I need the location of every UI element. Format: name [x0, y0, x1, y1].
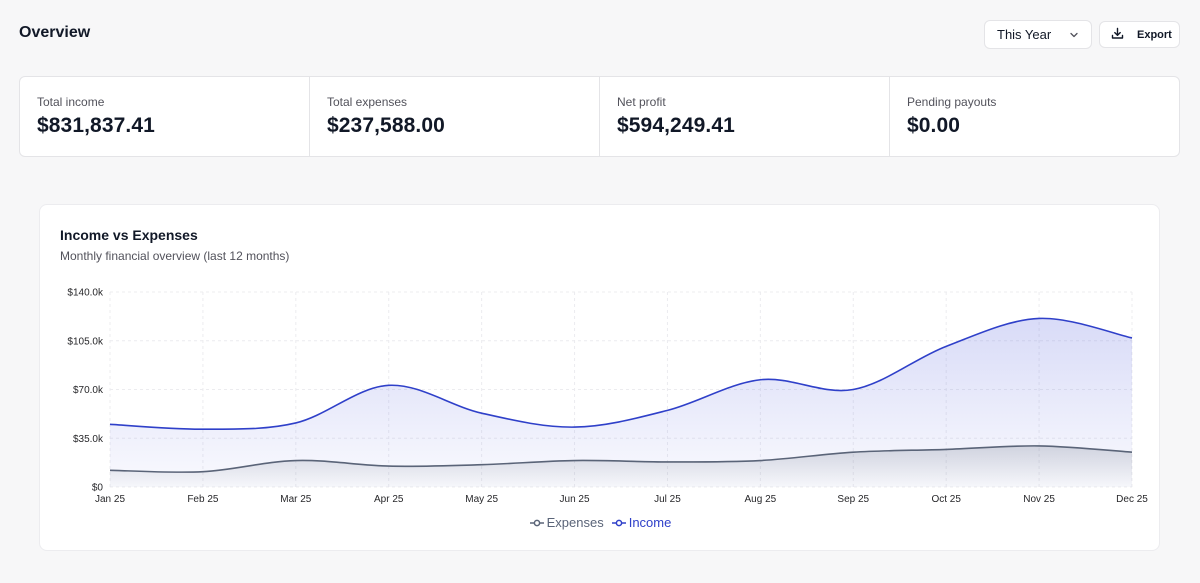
x-tick-label: Feb 25 [187, 494, 219, 505]
x-tick-label: Sep 25 [837, 494, 869, 505]
x-tick-label: Jan 25 [95, 494, 125, 505]
period-select[interactable]: This Year [984, 20, 1092, 49]
stat-card-total-expenses: Total expenses $237,588.00 [310, 77, 600, 156]
period-select-value: This Year [997, 27, 1052, 42]
income-expenses-chart-card: Income vs Expenses Monthly financial ove… [39, 204, 1160, 551]
x-tick-label: Mar 25 [280, 494, 312, 505]
x-tick-label: Apr 25 [374, 494, 404, 505]
stats-bar: Total income $831,837.41 Total expenses … [19, 76, 1180, 157]
stat-value: $594,249.41 [617, 114, 735, 137]
x-tick-label: May 25 [465, 494, 498, 505]
stat-card-pending-payouts: Pending payouts $0.00 [890, 77, 1179, 156]
x-tick-label: Oct 25 [931, 494, 961, 505]
x-tick-label: Nov 25 [1023, 494, 1055, 505]
y-tick-label: $70.0k [73, 385, 104, 396]
legend-item-income[interactable]: Income [611, 515, 672, 530]
stat-value: $237,588.00 [327, 114, 445, 137]
x-tick-label: Jun 25 [560, 494, 590, 505]
x-tick-label: Aug 25 [745, 494, 777, 505]
y-tick-label: $140.0k [67, 288, 104, 299]
chart-title: Income vs Expenses [60, 227, 198, 243]
export-button[interactable]: Export [1099, 21, 1180, 48]
chart-legend: Expenses Income [40, 515, 1161, 530]
expenses-line [109, 445, 1133, 473]
income-area [110, 318, 1132, 487]
stat-label: Net profit [617, 95, 666, 109]
chart-subtitle: Monthly financial overview (last 12 mont… [60, 249, 290, 263]
income-expenses-chart: $0 $35.0k $70.0k $105.0k $140.0k Jan 25 Feb 2… [67, 288, 1148, 506]
legend-expenses-line-icon [529, 518, 544, 528]
y-tick-label: $0 [92, 483, 104, 494]
page-title: Overview [19, 24, 91, 41]
stat-label: Total expenses [327, 95, 408, 109]
stat-card-total-income: Total income $831,837.41 [20, 77, 310, 156]
y-tick-label: $105.0k [67, 336, 104, 347]
expenses-area [110, 445, 1132, 487]
chevron-down-icon [1069, 30, 1079, 40]
stat-value: $0.00 [907, 114, 961, 137]
stat-label: Total income [37, 95, 105, 109]
legend-item-expenses[interactable]: Expenses [529, 515, 604, 530]
legend-label-income: Income [628, 515, 672, 530]
stat-card-net-profit: Net profit $594,249.41 [600, 77, 890, 156]
x-tick-label: Dec 25 [1116, 494, 1148, 505]
y-tick-label: $35.0k [73, 434, 104, 445]
x-tick-label: Jul 25 [654, 494, 681, 505]
income-line [109, 317, 1133, 430]
stat-value: $831,837.41 [37, 114, 155, 137]
stat-label: Pending payouts [907, 95, 997, 109]
legend-label-expenses: Expenses [546, 515, 604, 530]
export-button-label: Export [1137, 28, 1172, 41]
download-icon [1111, 27, 1124, 43]
legend-income-line-icon [611, 518, 626, 528]
